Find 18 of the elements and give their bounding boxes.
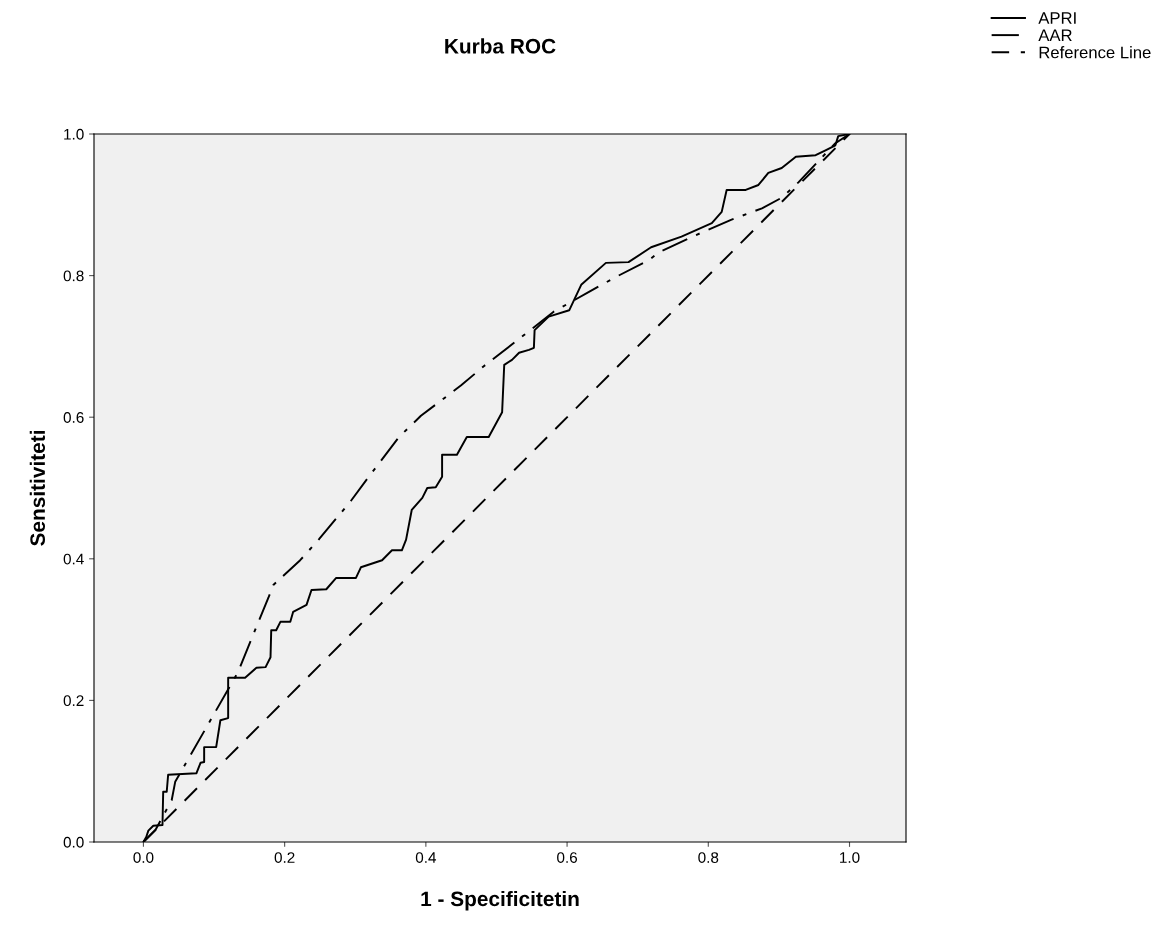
x-tick-label: 1.0 bbox=[840, 852, 860, 863]
y-tick-label: 0.4 bbox=[63, 553, 84, 565]
x-tick-label: 0.2 bbox=[274, 852, 295, 863]
legend-label: APRI bbox=[1038, 12, 1076, 24]
y-tick-label: 0.8 bbox=[63, 270, 84, 282]
x-axis-title: 1 - Specificitetin bbox=[421, 890, 579, 911]
x-tick-label: 0.0 bbox=[133, 852, 154, 863]
y-axis-title: Sensitiviteti bbox=[29, 431, 46, 546]
x-tick-label: 0.8 bbox=[698, 852, 719, 863]
y-tick-label: 0.0 bbox=[63, 836, 84, 848]
x-tick-label: 0.6 bbox=[557, 852, 578, 863]
chart-title: Kurba ROC bbox=[445, 38, 556, 54]
legend-label: Reference Line bbox=[1039, 46, 1151, 59]
y-tick-label: 0.2 bbox=[63, 695, 84, 707]
x-tick-label: 0.4 bbox=[415, 852, 437, 863]
legend-label: AAR bbox=[1038, 29, 1072, 41]
y-tick-label: 0.6 bbox=[63, 412, 84, 423]
y-tick-label: 1.0 bbox=[64, 128, 84, 140]
